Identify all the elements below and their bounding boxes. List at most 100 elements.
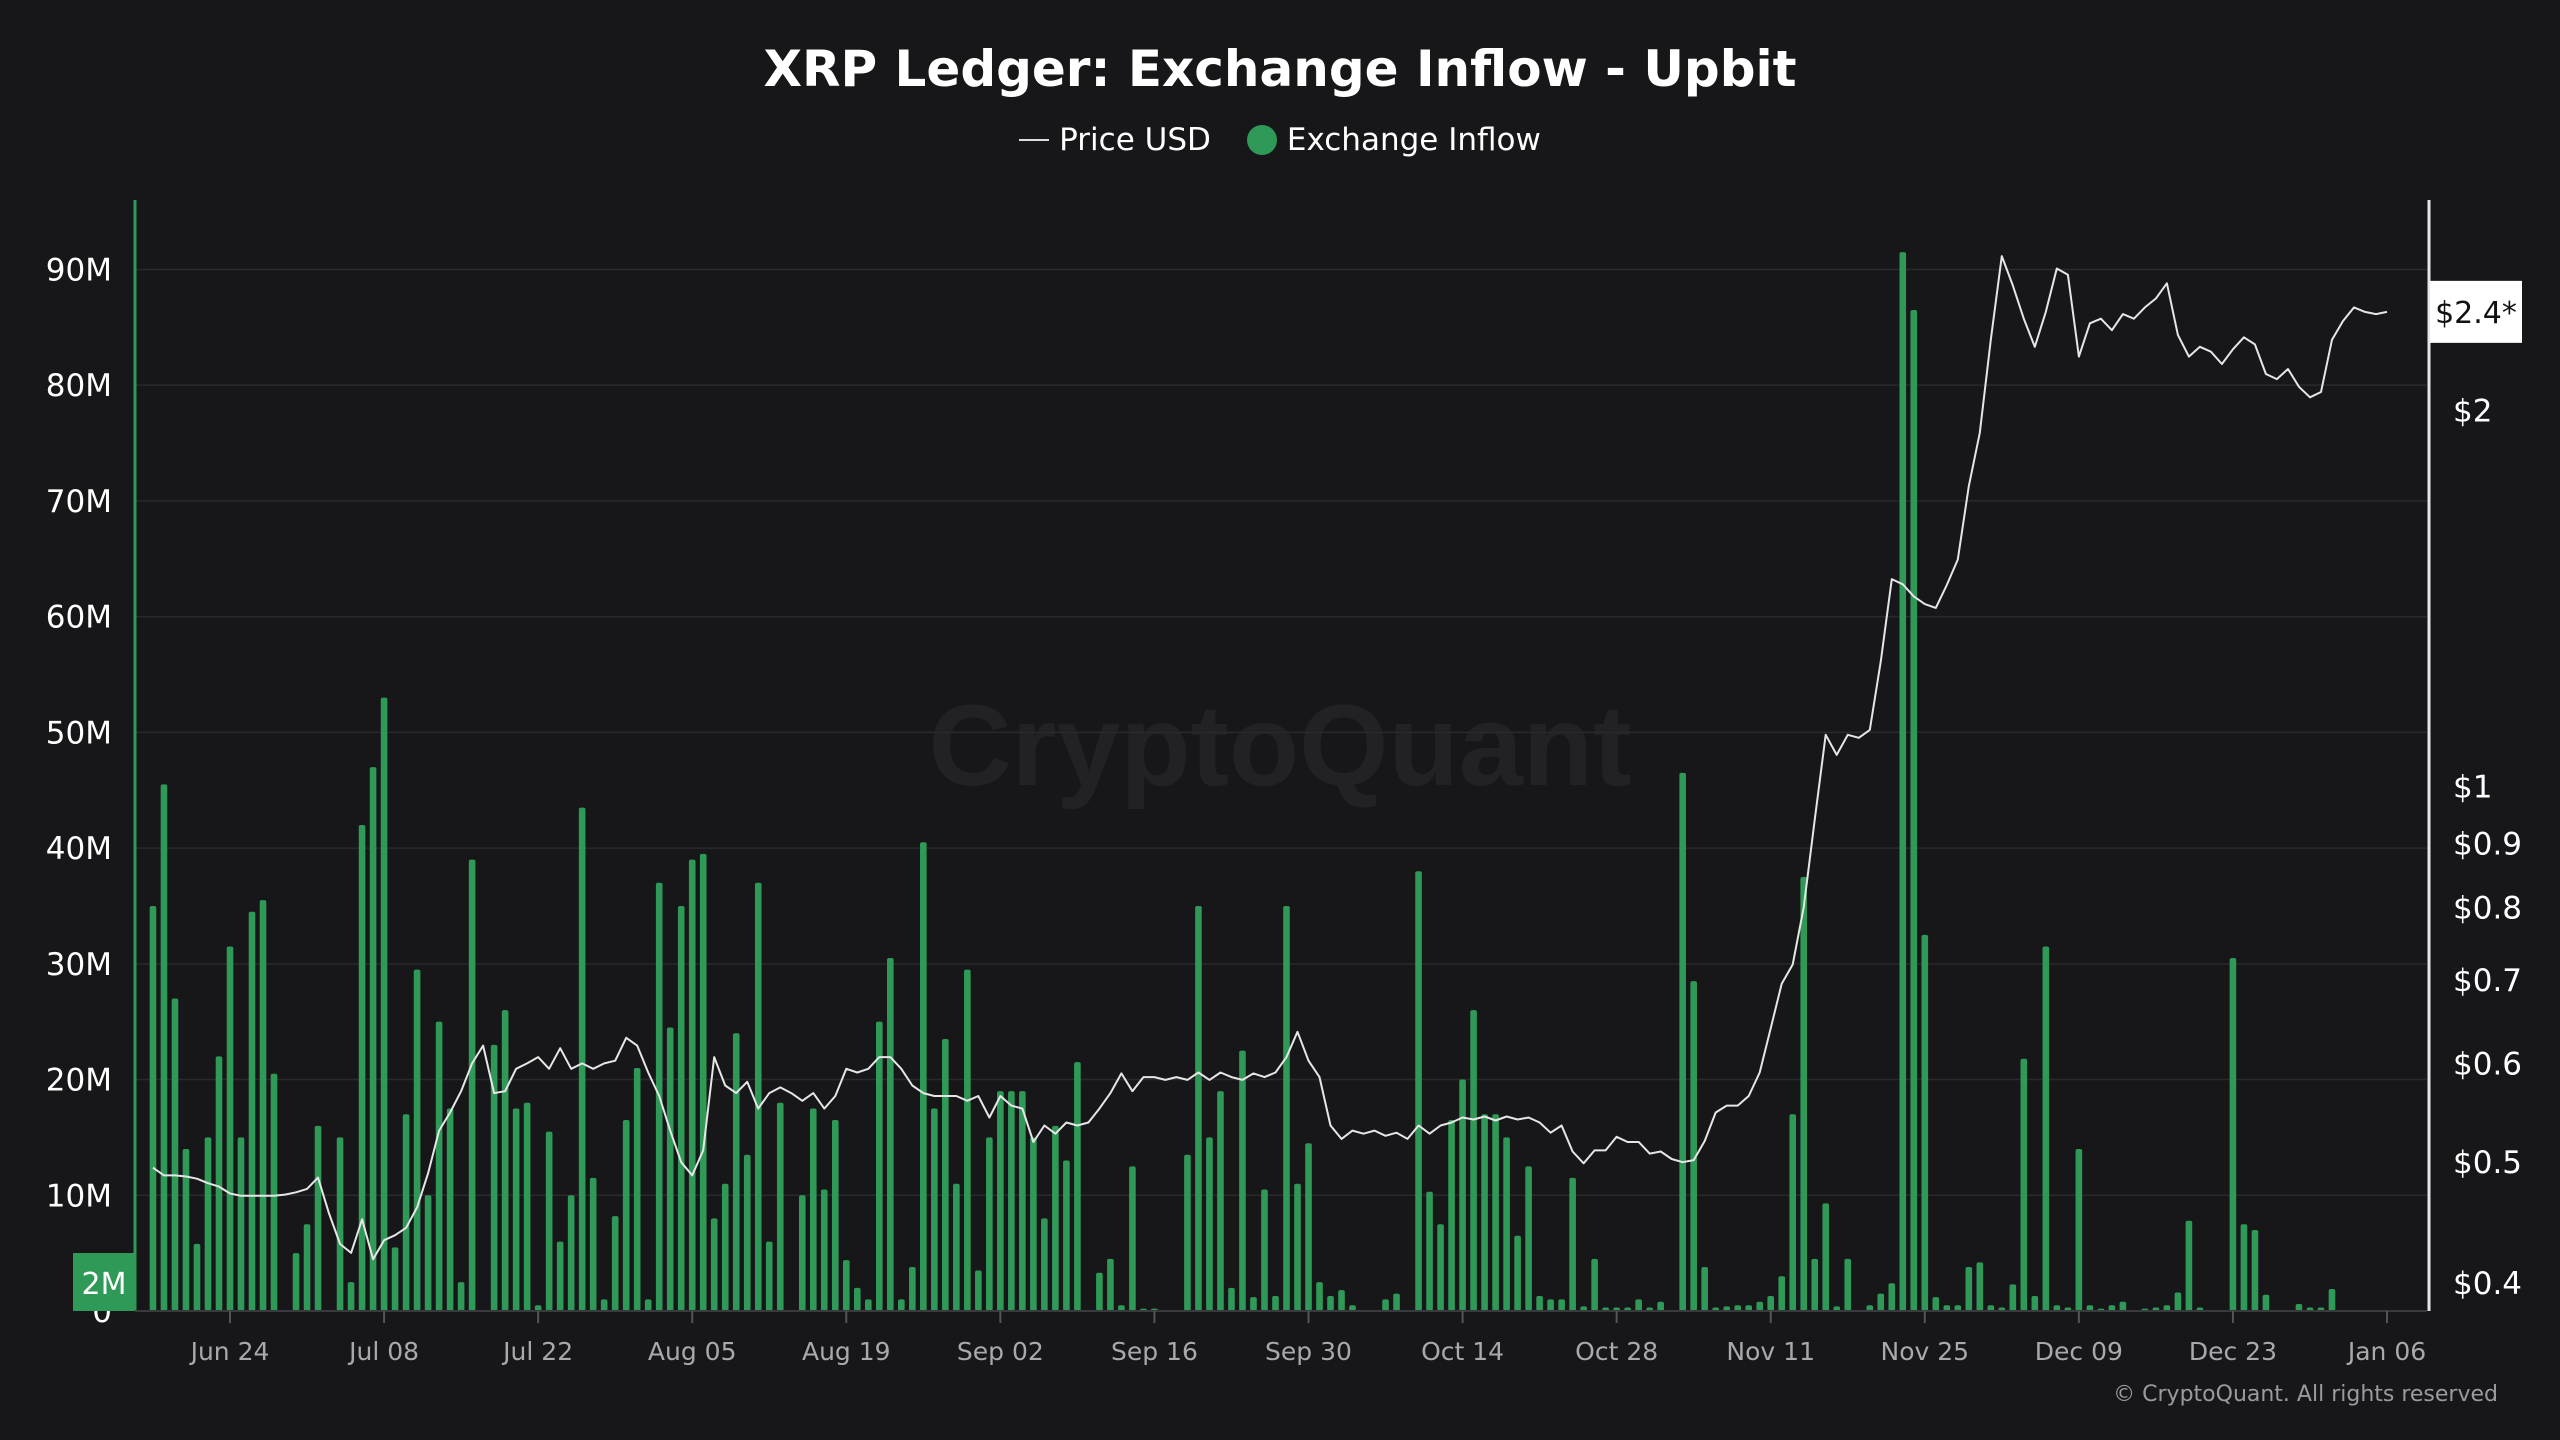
inflow-bar bbox=[1580, 1306, 1587, 1311]
inflow-bar bbox=[1723, 1306, 1730, 1311]
inflow-bar bbox=[1987, 1305, 1995, 1311]
inflow-bar bbox=[237, 1137, 245, 1311]
inflow-bar bbox=[1789, 1114, 1797, 1311]
inflow-bar bbox=[2009, 1284, 2017, 1311]
inflow-bar bbox=[336, 1137, 344, 1311]
inflow-bar bbox=[1976, 1262, 1984, 1311]
inflow-bar bbox=[457, 1282, 465, 1311]
inflow-bar bbox=[2229, 958, 2237, 1311]
y-tick-label: 40M bbox=[46, 831, 112, 867]
x-tick-label: Nov 11 bbox=[1726, 1337, 1815, 1366]
legend-item-price[interactable]: Price USD bbox=[1019, 122, 1211, 158]
inflow-bar bbox=[1943, 1305, 1951, 1311]
inflow-bar bbox=[2086, 1305, 2094, 1311]
inflow-bar bbox=[2031, 1295, 2039, 1311]
inflow-bar bbox=[1019, 1091, 1026, 1311]
inflow-bar bbox=[248, 911, 256, 1311]
inflow-bar bbox=[1536, 1295, 1543, 1311]
inflow-bar bbox=[1481, 1114, 1488, 1311]
inflow-bar bbox=[644, 1299, 652, 1311]
x-tick-label: Sep 02 bbox=[957, 1337, 1044, 1366]
x-tick-label: Jul 08 bbox=[347, 1337, 419, 1366]
x-tick-label: Oct 14 bbox=[1421, 1337, 1504, 1366]
inflow-bar bbox=[501, 1010, 509, 1311]
inflow-bar bbox=[1118, 1305, 1125, 1311]
inflow-bar bbox=[1701, 1267, 1708, 1311]
inflow-bar bbox=[1800, 877, 1808, 1311]
price-tick-label: $1 bbox=[2453, 769, 2492, 805]
inflow-bar bbox=[1437, 1224, 1444, 1311]
inflow-bar bbox=[2119, 1301, 2127, 1311]
inflow-bar bbox=[710, 1218, 718, 1311]
inflow-bar bbox=[391, 1247, 399, 1311]
crosshair-value-label: 2M bbox=[82, 1267, 127, 1302]
inflow-bar bbox=[1327, 1295, 1334, 1311]
inflow-bar bbox=[1228, 1287, 1235, 1311]
inflow-bar bbox=[1778, 1276, 1786, 1311]
inflow-bar bbox=[1745, 1305, 1753, 1311]
inflow-bar bbox=[953, 1183, 960, 1311]
price-tick-label: $0.7 bbox=[2453, 963, 2522, 999]
inflow-bar bbox=[931, 1108, 938, 1311]
inflow-bar bbox=[2042, 946, 2050, 1311]
inflow-bar bbox=[721, 1183, 729, 1311]
inflow-bar bbox=[424, 1195, 432, 1311]
inflow-bar bbox=[1899, 252, 1907, 1311]
x-tick-label: Jul 22 bbox=[501, 1337, 573, 1366]
price-tick-label: $0.4 bbox=[2453, 1266, 2522, 1302]
inflow-bar bbox=[887, 958, 894, 1311]
inflow-bar bbox=[699, 853, 707, 1311]
inflow-bar bbox=[226, 946, 234, 1311]
inflow-bar bbox=[2075, 1148, 2083, 1311]
inflow-bar bbox=[512, 1108, 520, 1311]
inflow-bar bbox=[490, 1044, 498, 1311]
inflow-bar bbox=[1910, 309, 1918, 1311]
current-price-badge bbox=[2430, 280, 2522, 343]
inflow-bar bbox=[820, 1189, 828, 1311]
y-tick-label: 70M bbox=[46, 484, 112, 520]
inflow-bar bbox=[303, 1224, 311, 1311]
x-tick-label: Sep 16 bbox=[1111, 1337, 1198, 1366]
inflow-bar bbox=[2174, 1292, 2182, 1311]
inflow-bar bbox=[688, 859, 696, 1311]
inflow-bar bbox=[314, 1125, 322, 1311]
inflow-bar bbox=[204, 1137, 212, 1311]
legend-item-inflow[interactable]: Exchange Inflow bbox=[1246, 122, 1541, 158]
inflow-bar bbox=[1129, 1166, 1136, 1311]
inflow-bar bbox=[842, 1260, 850, 1311]
inflow-bar bbox=[468, 859, 476, 1311]
inflow-bar bbox=[2163, 1305, 2171, 1311]
x-tick-label: Aug 05 bbox=[648, 1337, 737, 1366]
inflow-bar bbox=[1690, 981, 1697, 1311]
inflow-bar bbox=[920, 842, 927, 1311]
inflow-bar bbox=[1349, 1305, 1356, 1311]
price-tick-label: $0.8 bbox=[2453, 890, 2522, 926]
inflow-bar bbox=[567, 1195, 575, 1311]
inflow-bar bbox=[1569, 1177, 1576, 1311]
inflow-bar bbox=[1470, 1010, 1477, 1311]
y-tick-label: 30M bbox=[46, 947, 112, 983]
inflow-bar bbox=[1833, 1306, 1841, 1311]
inflow-bar bbox=[1657, 1301, 1664, 1311]
inflow-bar bbox=[1877, 1293, 1885, 1311]
inflow-bar bbox=[369, 767, 377, 1311]
inflow-bar bbox=[964, 969, 971, 1311]
inflow-bar bbox=[2328, 1289, 2336, 1311]
inflow-bar bbox=[864, 1299, 872, 1311]
inflow-bar bbox=[589, 1177, 597, 1311]
inflow-bar bbox=[909, 1267, 916, 1311]
inflow-bar bbox=[622, 1120, 630, 1311]
inflow-bar bbox=[556, 1241, 564, 1311]
price-tick-label: $0.6 bbox=[2453, 1046, 2522, 1082]
inflow-bar bbox=[1811, 1258, 1819, 1311]
inflow-bar bbox=[545, 1131, 553, 1311]
inflow-bar bbox=[1635, 1299, 1642, 1311]
y-tick-label: 10M bbox=[46, 1178, 112, 1214]
inflow-bar bbox=[1074, 1062, 1081, 1311]
legend-label: Exchange Inflow bbox=[1286, 122, 1541, 158]
inflow-bar bbox=[1184, 1154, 1191, 1311]
inflow-bar bbox=[292, 1253, 300, 1311]
inflow-bar bbox=[413, 969, 421, 1311]
inflow-bar bbox=[876, 1021, 883, 1311]
